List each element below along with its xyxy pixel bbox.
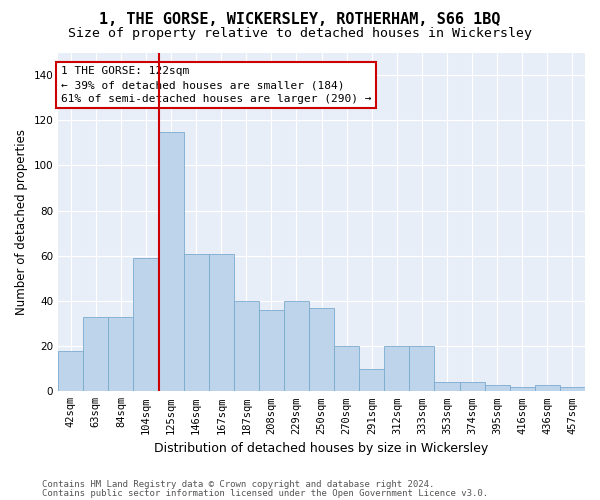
Bar — [309, 308, 334, 392]
Bar — [58, 350, 83, 392]
X-axis label: Distribution of detached houses by size in Wickersley: Distribution of detached houses by size … — [154, 442, 489, 455]
Bar — [359, 368, 385, 392]
Text: 1, THE GORSE, WICKERSLEY, ROTHERHAM, S66 1BQ: 1, THE GORSE, WICKERSLEY, ROTHERHAM, S66… — [99, 12, 501, 26]
Bar — [209, 254, 234, 392]
Text: Contains HM Land Registry data © Crown copyright and database right 2024.: Contains HM Land Registry data © Crown c… — [42, 480, 434, 489]
Bar — [234, 301, 259, 392]
Bar — [83, 317, 109, 392]
Bar — [460, 382, 485, 392]
Bar — [184, 254, 209, 392]
Bar — [284, 301, 309, 392]
Text: Size of property relative to detached houses in Wickersley: Size of property relative to detached ho… — [68, 28, 532, 40]
Bar — [133, 258, 158, 392]
Bar — [109, 317, 133, 392]
Bar — [158, 132, 184, 392]
Text: Contains public sector information licensed under the Open Government Licence v3: Contains public sector information licen… — [42, 488, 488, 498]
Bar — [560, 387, 585, 392]
Bar — [409, 346, 434, 392]
Bar — [385, 346, 409, 392]
Text: 1 THE GORSE: 122sqm
← 39% of detached houses are smaller (184)
61% of semi-detac: 1 THE GORSE: 122sqm ← 39% of detached ho… — [61, 66, 371, 104]
Bar — [510, 387, 535, 392]
Bar — [485, 384, 510, 392]
Bar — [334, 346, 359, 392]
Bar — [535, 384, 560, 392]
Bar — [434, 382, 460, 392]
Y-axis label: Number of detached properties: Number of detached properties — [15, 129, 28, 315]
Bar — [259, 310, 284, 392]
